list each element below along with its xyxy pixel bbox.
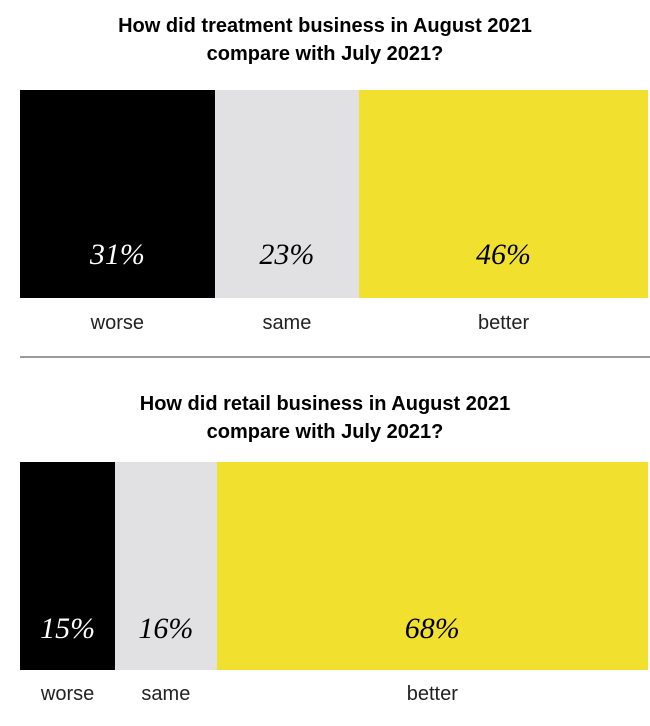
bar-segment-worse: 15% (20, 462, 116, 670)
category-label: worse (40, 683, 95, 705)
chart-title: How did retail business in August 2021 co… (139, 393, 511, 443)
bar-value-label: 16% (138, 612, 194, 645)
category-label: worse (90, 312, 145, 334)
category-label: same (141, 683, 191, 705)
treatment-chart: How did treatment business in August 202… (0, 0, 650, 350)
bar-segment-better: 46% (359, 90, 648, 298)
category-label: better (406, 683, 458, 705)
category-labels: worse same better (20, 311, 648, 335)
stacked-bar: 31% 23% 46% (20, 90, 648, 298)
section-divider (20, 356, 650, 358)
bar-value-label: 15% (40, 612, 96, 645)
bar-value-label: 23% (259, 238, 315, 271)
stacked-bar: 15% 16% 68% (20, 462, 648, 670)
category-label: same (262, 312, 312, 334)
bar-segment-same: 16% (115, 462, 217, 670)
bar-value-label: 46% (476, 238, 532, 271)
bar-segment-same: 23% (214, 90, 360, 298)
category-label: better (477, 312, 530, 334)
chart-title: How did treatment business in August 202… (118, 15, 532, 65)
category-labels: worse same better (20, 682, 648, 706)
retail-chart: How did retail business in August 2021 co… (0, 372, 650, 726)
bar-segment-worse: 31% (20, 90, 215, 298)
bar-value-label: 31% (89, 238, 145, 271)
bar-value-label: 68% (404, 612, 460, 645)
bar-segment-better: 68% (216, 462, 648, 670)
